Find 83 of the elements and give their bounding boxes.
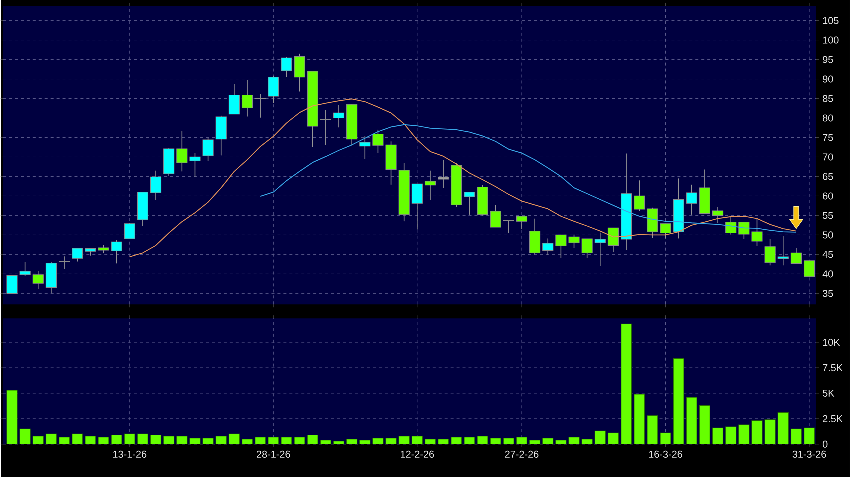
candlestick (124, 222, 136, 240)
candlestick (568, 234, 580, 248)
candlestick (150, 170, 162, 201)
bar (726, 426, 737, 444)
y-tick-label: 50 (822, 232, 834, 239)
y-tick-label: 10K (823, 338, 840, 346)
candlestick (752, 218, 763, 247)
candlestick (176, 130, 188, 172)
x-tick-label: 12-2-26 (401, 450, 434, 458)
candlestick (333, 104, 345, 128)
candlestick (764, 238, 776, 266)
y-tick-label: 100 (823, 36, 839, 44)
y-tick-label: 0 (822, 440, 828, 448)
candlestick (6, 274, 18, 294)
candlestick (608, 228, 619, 253)
bar (712, 428, 724, 444)
candlestick (20, 262, 31, 276)
candlestick (634, 180, 646, 212)
candlestick (660, 223, 672, 239)
y-tick-label: 7.5K (823, 364, 843, 372)
candlestick (268, 76, 280, 104)
y-tick-label: 2.5K (823, 415, 843, 422)
bar (634, 394, 646, 444)
candlestick (216, 115, 227, 156)
y-tick-label: 95 (823, 56, 834, 64)
bar (804, 428, 816, 444)
bar (621, 324, 632, 444)
candlestick (686, 184, 698, 216)
candlestick (72, 248, 84, 262)
candlestick (712, 206, 724, 224)
candlestick (111, 240, 122, 264)
candlestick (778, 236, 789, 266)
candlestick (516, 216, 528, 230)
x-tick-label: 28-1-26 (257, 450, 290, 458)
candlestick (542, 238, 554, 256)
x-tick-label: 16-3-26 (649, 450, 682, 458)
y-tick-label: 40 (822, 270, 834, 278)
candlestick (360, 136, 371, 160)
y-tick-label: 5K (822, 390, 835, 397)
candlestick (738, 222, 750, 240)
candlestick (503, 220, 514, 234)
candlestick (412, 184, 423, 230)
bar (6, 390, 18, 444)
candlestick (228, 83, 240, 115)
candlestick (202, 138, 214, 162)
candlestick (804, 260, 816, 278)
candlestick (242, 80, 254, 117)
bar (778, 412, 789, 444)
bar (595, 430, 606, 444)
candlestick (255, 93, 266, 118)
candlestick (490, 204, 502, 228)
bar (790, 428, 802, 444)
bar (608, 433, 619, 444)
y-tick-label: 45 (822, 251, 834, 258)
y-tick-label: 75 (823, 134, 834, 142)
y-tick-label: 60 (823, 192, 834, 200)
y-tick-label: 105 (823, 17, 839, 24)
candlestick (320, 109, 332, 146)
y-tick-label: 70 (823, 154, 834, 161)
candlestick (530, 218, 541, 255)
bar (699, 405, 710, 444)
candlestick (424, 170, 436, 201)
candlestick (582, 238, 593, 258)
y-tick-label: 35 (822, 290, 834, 298)
x-tick-label: 27-2-26 (505, 450, 539, 458)
candlestick (594, 232, 606, 267)
x-tick-label: 31-3-26 (792, 450, 826, 458)
candlestick (438, 159, 450, 188)
y-tick-label: 55 (822, 212, 834, 219)
y-tick-label: 90 (823, 76, 834, 83)
y-tick-label: 80 (823, 114, 834, 122)
line-series (129, 98, 797, 258)
bar (673, 358, 684, 444)
candlestick (647, 207, 658, 239)
bar (686, 397, 698, 444)
y-tick-label: 65 (823, 173, 834, 180)
candlestick (190, 152, 201, 178)
y-tick-label: 85 (823, 95, 834, 102)
candlestick (556, 234, 567, 258)
x-tick-label: 13-1-26 (113, 450, 147, 458)
candlestick (59, 256, 70, 270)
candlestick (32, 270, 44, 290)
candlestick (790, 248, 802, 264)
